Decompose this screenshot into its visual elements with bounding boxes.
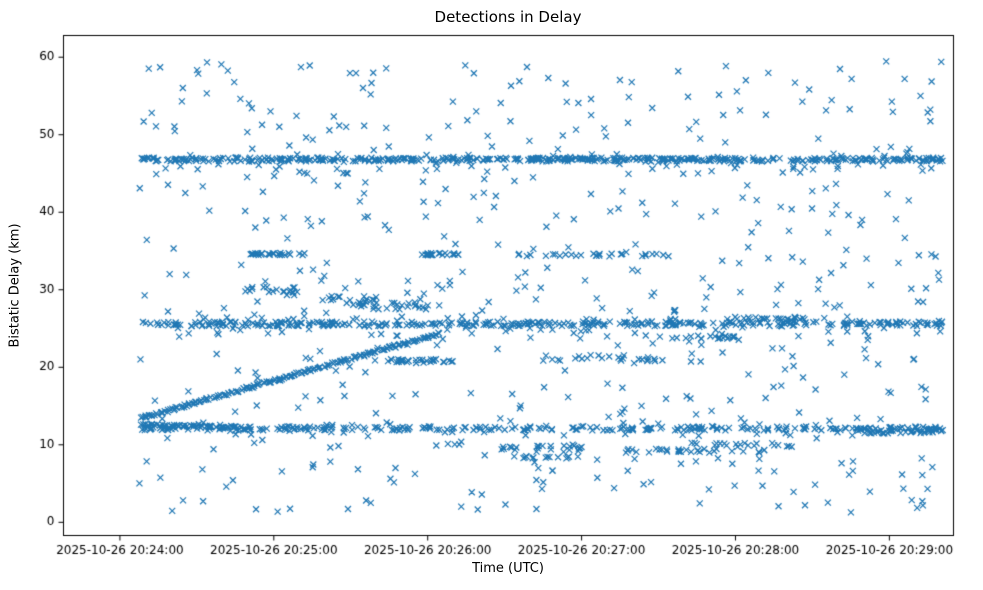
chart-title: Detections in Delay <box>434 8 582 26</box>
x-axis-label: Time (UTC) <box>472 561 544 576</box>
y-axis-label: Bistatic Delay (km) <box>7 223 23 348</box>
